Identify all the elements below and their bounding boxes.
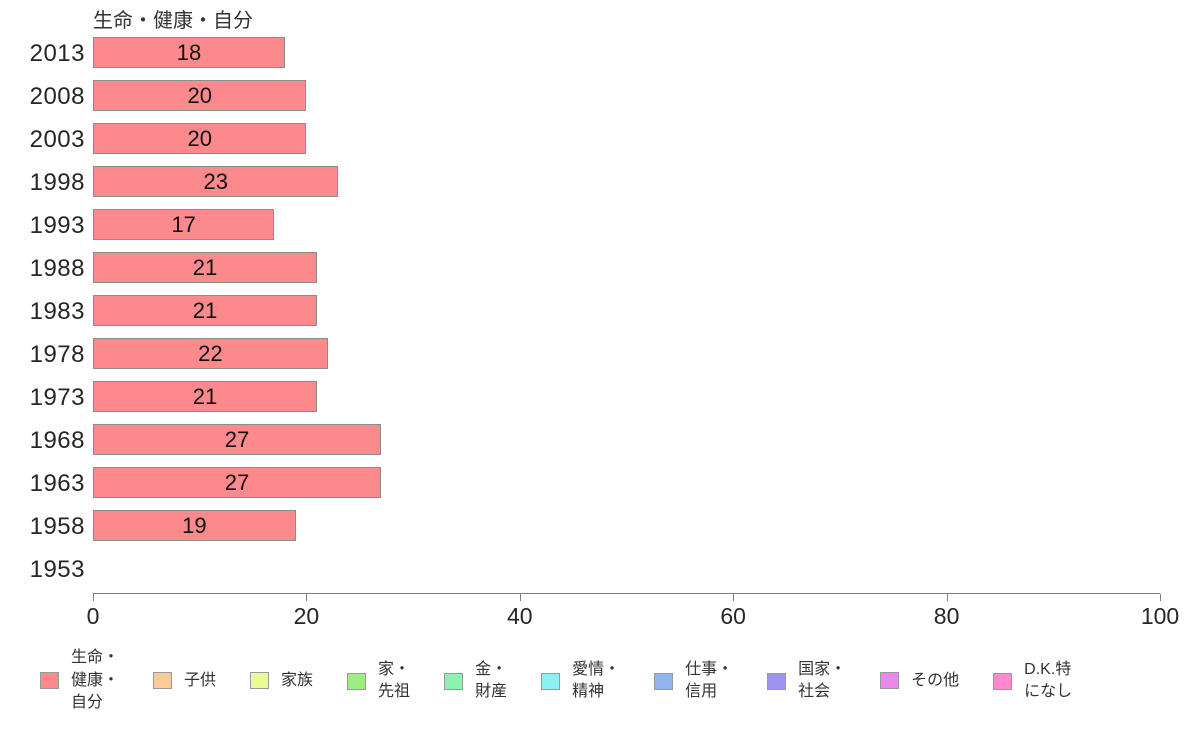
bar-value-label: 27 xyxy=(224,469,250,495)
legend-item: 愛情・ 精神 xyxy=(541,659,620,704)
bar-row: 1978 22 xyxy=(0,333,1188,376)
legend-swatch xyxy=(153,672,173,690)
y-axis-label: 1973 xyxy=(29,383,85,411)
x-axis-tick-label: 100 xyxy=(1140,603,1180,629)
legend-swatch xyxy=(654,672,674,690)
y-axis-label: 1953 xyxy=(29,555,85,583)
legend-label: 家族 xyxy=(281,671,314,689)
y-axis-label: 1968 xyxy=(29,426,85,454)
bar: 17 xyxy=(93,209,275,240)
bar-row: 2008 20 xyxy=(0,75,1188,118)
legend-swatch xyxy=(993,672,1013,690)
legend-item: 生命・ 健康・ 自分 xyxy=(40,647,119,714)
legend-item: その他 xyxy=(880,670,959,692)
legend-swatch xyxy=(541,672,561,690)
x-axis-tick xyxy=(733,594,735,601)
x-axis-tick-label: 40 xyxy=(507,603,533,629)
y-axis-label: 1988 xyxy=(29,254,85,282)
legend-label: その他 xyxy=(911,671,960,689)
bar-value-label: 20 xyxy=(187,82,212,108)
y-axis-label: 2008 xyxy=(29,82,85,110)
bar: 22 xyxy=(93,338,328,369)
x-axis-tick xyxy=(93,594,94,601)
legend-swatch xyxy=(347,672,367,690)
bar-row: 2013 18 xyxy=(0,32,1188,75)
legend-item: 金・ 財産 xyxy=(444,659,507,704)
legend-swatch xyxy=(767,672,787,690)
bar: 20 xyxy=(93,123,307,154)
x-axis-tick-label: 20 xyxy=(293,603,320,629)
x-axis: 0 20 40 60 80 100 xyxy=(87,593,1179,634)
bar-row: 1968 27 xyxy=(0,419,1188,462)
bar: 23 xyxy=(93,166,339,197)
bar: 27 xyxy=(93,424,382,455)
bar-row: 2003 20 xyxy=(0,118,1188,161)
legend: 生命・ 健康・ 自分 子供 家族 家・ 先祖 金・ 財産 愛情・ 精神 仕事・ 信用 国家・ … xyxy=(40,641,1072,721)
bar: 21 xyxy=(93,381,318,412)
bar: 21 xyxy=(93,252,318,283)
legend-label: 金・ 財産 xyxy=(475,660,508,700)
bar-value-label: 22 xyxy=(198,340,223,366)
y-axis-label: 1958 xyxy=(29,512,85,540)
bar-row: 1953 xyxy=(0,548,1188,591)
bar: 27 xyxy=(93,467,382,498)
bar-row: 1998 23 xyxy=(0,161,1188,204)
legend-item: D.K.特 になし xyxy=(993,659,1072,704)
chart-title: 生命・健康・自分 xyxy=(93,10,253,32)
y-axis-label: 1978 xyxy=(29,340,85,368)
x-axis-tick-label: 80 xyxy=(933,603,960,629)
legend-item: 国家・ 社会 xyxy=(767,659,846,704)
bar-row: 1958 19 xyxy=(0,505,1188,548)
bar-row: 1973 21 xyxy=(0,376,1188,419)
bar: 21 xyxy=(93,295,318,326)
legend-swatch xyxy=(880,672,900,690)
y-axis-label: 2003 xyxy=(29,125,85,153)
legend-label: 仕事・ 信用 xyxy=(685,660,734,700)
bar-value-label: 20 xyxy=(187,125,212,151)
x-axis-tick xyxy=(946,594,948,601)
x-axis-tick xyxy=(306,594,308,601)
bar-row: 1963 27 xyxy=(0,462,1188,505)
y-axis-label: 1963 xyxy=(29,469,85,497)
bar: 19 xyxy=(93,510,296,541)
x-axis-tick-label: 60 xyxy=(720,603,746,629)
x-axis-tick xyxy=(1160,594,1161,601)
y-axis-label: 1983 xyxy=(29,297,85,325)
legend-item: 仕事・ 信用 xyxy=(654,659,733,704)
bar-value-label: 27 xyxy=(224,426,250,452)
bar-row: 1983 21 xyxy=(0,290,1188,333)
legend-item: 家族 xyxy=(250,670,313,692)
legend-label: 愛情・ 精神 xyxy=(572,660,621,700)
bar-value-label: 17 xyxy=(171,211,196,237)
bar-row: 1988 21 xyxy=(0,247,1188,290)
bar-value-label: 19 xyxy=(182,512,207,538)
bar-value-label: 18 xyxy=(176,39,202,65)
legend-item: 子供 xyxy=(153,670,216,692)
y-axis-label: 1993 xyxy=(29,211,85,239)
bar-value-label: 21 xyxy=(192,297,218,323)
legend-swatch xyxy=(444,672,464,690)
legend-label: 家・ 先祖 xyxy=(378,660,411,700)
legend-label: 国家・ 社会 xyxy=(798,660,847,700)
x-axis-tick-label: 0 xyxy=(86,603,100,629)
bar-value-label: 21 xyxy=(192,383,218,409)
bar: 20 xyxy=(93,80,307,111)
plot-area: 2013 18 2008 20 2003 20 1998 23 1993 17 1988 21 1983… xyxy=(0,32,1188,591)
bar: 18 xyxy=(93,37,286,68)
y-axis-label: 1998 xyxy=(29,168,85,196)
y-axis-label: 2013 xyxy=(29,39,85,67)
legend-label: 子供 xyxy=(184,671,217,689)
bar-row: 1993 17 xyxy=(0,204,1188,247)
legend-item: 家・ 先祖 xyxy=(347,659,410,704)
bar-value-label: 21 xyxy=(192,254,218,280)
x-axis-tick xyxy=(519,594,521,601)
legend-label: D.K.特 になし xyxy=(1024,660,1073,700)
legend-swatch xyxy=(40,672,59,690)
legend-label: 生命・ 健康・ 自分 xyxy=(71,649,120,712)
legend-swatch xyxy=(250,672,270,690)
bar-value-label: 23 xyxy=(203,168,228,194)
